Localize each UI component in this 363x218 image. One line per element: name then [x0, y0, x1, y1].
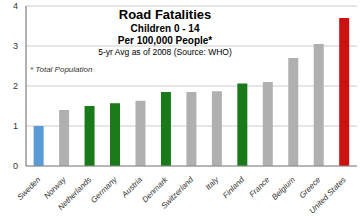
svg-text:Finland: Finland	[221, 175, 246, 200]
svg-text:France: France	[247, 175, 271, 199]
svg-text:4: 4	[13, 1, 18, 11]
svg-text:Germany: Germany	[89, 174, 119, 204]
svg-text:United States: United States	[307, 175, 347, 215]
svg-text:Norway: Norway	[42, 175, 68, 201]
svg-text:Sweden: Sweden	[15, 175, 42, 202]
svg-text:Italy: Italy	[204, 174, 221, 191]
svg-text:Belgium: Belgium	[270, 175, 297, 202]
svg-text:2: 2	[13, 81, 18, 91]
svg-text:3: 3	[13, 41, 18, 51]
html-text:Road Fatalities: Road Fatalities	[118, 7, 212, 22]
svg-text:Denmark: Denmark	[140, 175, 170, 205]
html-text:5-yr Avg as of 2008 (Source: W: 5-yr Avg as of 2008 (Source: WHO)	[98, 47, 232, 57]
svg-text:Netherlands: Netherlands	[56, 175, 93, 212]
svg-text:0: 0	[13, 161, 18, 171]
svg-text:Austria: Austria	[119, 175, 144, 200]
html-text:* Total Population: * Total Population	[30, 65, 93, 74]
html-text:Per 100,000 People*: Per 100,000 People*	[117, 35, 213, 46]
html-text:Children 0 - 14: Children 0 - 14	[130, 23, 200, 34]
svg-text:Switzerland: Switzerland	[159, 175, 195, 211]
svg-text:1: 1	[13, 121, 18, 131]
svg-text:Greece: Greece	[297, 175, 323, 201]
